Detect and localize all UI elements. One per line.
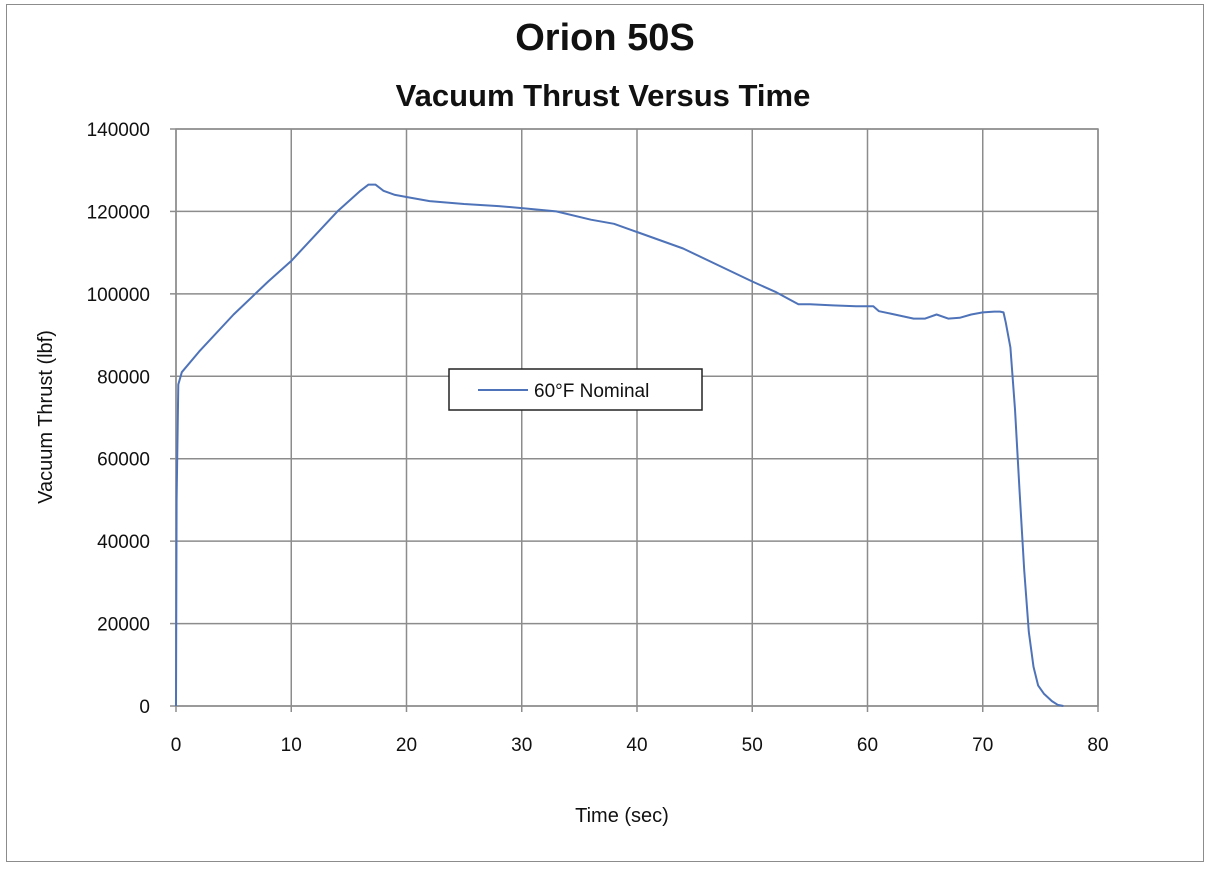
y-tick-label: 120000 [87, 202, 150, 223]
x-axis-ticks: 0 10 20 30 40 50 60 70 80 [171, 706, 1109, 756]
y-tick-label: 100000 [87, 285, 150, 306]
plot-area-border [175, 128, 1099, 707]
x-tick-label: 60 [857, 735, 878, 756]
x-tick-label: 80 [1087, 735, 1108, 756]
x-tick-label: 50 [742, 735, 763, 756]
legend-label: 60°F Nominal [534, 381, 649, 402]
chart-title: Orion 50S [515, 17, 695, 59]
x-tick-label: 10 [281, 735, 302, 756]
x-tick-label: 30 [511, 735, 532, 756]
x-tick-label: 0 [171, 735, 182, 756]
chart-frame [6, 4, 1204, 862]
y-axis-ticks: 0 20000 40000 60000 80000 100000 120000 140000 [87, 120, 176, 718]
y-tick-label: 140000 [87, 120, 150, 141]
y-tick-label: 60000 [97, 450, 150, 471]
x-tick-label: 70 [972, 735, 993, 756]
y-axis-label: Vacuum Thrust (lbf) [35, 330, 57, 504]
y-tick-label: 20000 [97, 615, 150, 636]
grid-lines [175, 128, 1099, 707]
series-line-60f-nominal [175, 183, 1064, 707]
x-tick-label: 20 [396, 735, 417, 756]
x-axis-label: Time (sec) [575, 805, 669, 827]
legend: 60°F Nominal [448, 368, 703, 411]
chart-subtitle: Vacuum Thrust Versus Time [396, 78, 811, 113]
y-tick-label: 80000 [97, 367, 150, 388]
y-tick-label: 0 [139, 697, 150, 718]
x-tick-label: 40 [626, 735, 647, 756]
y-tick-label: 40000 [97, 532, 150, 553]
